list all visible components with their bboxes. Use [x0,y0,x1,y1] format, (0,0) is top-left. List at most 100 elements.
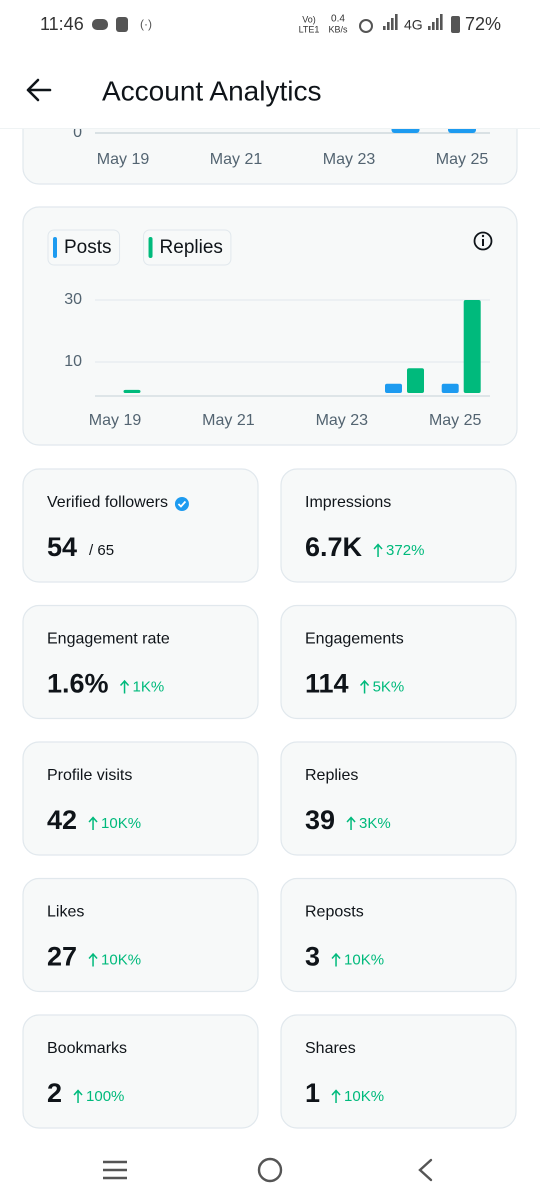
signal-bar [391,18,394,30]
metric-label: Likes [47,904,84,921]
status-time: 11:46 [40,14,84,34]
signal-bar [383,26,386,30]
info-icon-dot [481,234,485,238]
x-tick-label: May 23 [323,151,376,168]
bar [407,368,424,393]
bar [441,383,459,393]
metric-card-bg [22,468,259,583]
y-tick-label: 0 [73,124,82,141]
change-arrow [346,816,356,830]
metric-value: 27 [47,942,77,972]
metric-value: 1.6% [47,669,109,699]
metric-change: 10K% [344,951,384,968]
legend-swatch [53,237,57,258]
metric-value: 54 [47,532,77,562]
nav-back[interactable] [418,1158,433,1182]
status-icon: (·) [140,17,152,31]
bar [385,383,402,393]
metric-card[interactable]: Impressions 6.7K 372% [280,468,517,583]
metric-card[interactable]: Profile visits 42 10K% [22,741,259,856]
metric-value: 42 [47,805,77,835]
metric-card-bg [22,1014,259,1129]
change-arrow [331,1089,341,1103]
y-tick-label: 10 [64,353,82,370]
change-arrow [119,679,130,694]
metric-label: Verified followers [47,494,168,511]
battery-icon [451,16,460,33]
change-arrow [360,679,370,694]
metric-card-bg [280,604,517,720]
metric-card[interactable]: Bookmarks 2 100% [22,1014,259,1129]
metric-value: 39 [305,805,335,835]
metric-card[interactable]: Verified followers 54 / 65 [22,468,259,583]
status-volte: Vo) [302,14,316,24]
legend-item[interactable]: Replies [143,229,232,266]
hotspot-icon [359,19,373,33]
metric-card[interactable]: Engagements 114 5K% [280,604,517,720]
nav-home[interactable] [257,1157,283,1183]
bar [463,300,481,393]
x-tick-label: May 21 [210,151,263,168]
metric-change: 10K% [344,1088,384,1105]
change-arrow [73,1089,83,1103]
signal-bar [440,14,443,30]
metric-label: Engagement rate [47,631,170,648]
metric-card-bg [280,1014,517,1129]
metric-card-bg [280,741,517,856]
metric-change: 1K% [133,678,165,695]
metric-card[interactable]: Likes 27 10K% [22,877,259,993]
metric-change: 372% [386,542,424,559]
metric-card-bg [280,877,517,993]
metric-card-bg [22,877,259,993]
status-icon [116,17,128,32]
metric-value: 1 [305,1078,320,1108]
y-tick-label: 30 [64,291,82,308]
metric-label: Bookmarks [47,1040,127,1057]
metric-card[interactable]: Engagement rate 1.6% 1K% [22,604,259,720]
metric-change: 100% [86,1088,124,1105]
verified-badge [174,497,189,511]
metric-label: Replies [305,767,358,784]
signal-bar [395,14,398,30]
legend-item[interactable]: Posts [47,229,121,266]
metric-change: 5K% [373,678,405,695]
x-tick-label: May 23 [316,412,369,429]
metric-value: 6.7K [305,532,363,562]
change-arrow [88,952,98,967]
signal-bar [428,26,431,30]
metric-card[interactable]: Shares 1 10K% [280,1014,517,1129]
x-tick-label: May 25 [436,151,489,168]
status-speed-unit: KB/s [328,24,348,34]
change-arrow [373,543,383,557]
signal-bar [387,22,390,30]
back-button[interactable] [26,78,52,102]
bar [123,389,141,393]
metric-change: 10K% [101,815,141,832]
header-bg [0,0,540,128]
legend-chip[interactable] [47,229,121,266]
metric-card-bg [22,604,259,720]
metric-card[interactable]: Reposts 3 10K% [280,877,517,993]
change-arrow [331,952,341,967]
status-speed: 0.4 [331,14,345,25]
metric-label: Shares [305,1040,356,1057]
signal-bar [436,18,439,30]
status-battery: 72% [465,14,501,34]
metric-label: Profile visits [47,767,132,784]
signal-bar [432,22,435,30]
legend-label: Replies [160,237,223,258]
x-tick-label: May 19 [89,412,142,429]
metric-change: 10K% [101,951,141,968]
metric-label: Impressions [305,494,391,511]
metric-label: Reposts [305,904,364,921]
metric-label: Engagements [305,631,404,648]
status-network: 4G [404,17,423,33]
legend-chip[interactable] [143,229,232,266]
metric-value: 3 [305,942,320,972]
metric-card-bg [280,468,517,583]
metric-value: 2 [47,1078,62,1108]
metric-card-bg [22,741,259,856]
metric-card[interactable]: Replies 39 3K% [280,741,517,856]
info-icon[interactable] [473,231,493,251]
